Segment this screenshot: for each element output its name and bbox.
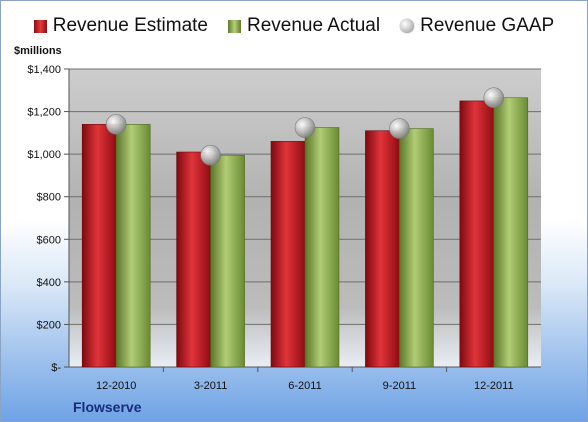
bar-revenue-actual: [493, 97, 529, 368]
y-tick-label: $200: [37, 319, 61, 331]
bar-revenue-actual: [399, 128, 434, 368]
y-tick-label: $1,400: [27, 64, 61, 76]
bar-revenue-estimate: [81, 124, 117, 368]
bar-revenue-actual: [304, 127, 340, 368]
marker-revenue-gaap: [105, 114, 127, 135]
legend-item-actual: Revenue Actual: [228, 15, 380, 37]
x-tick-label: 6-2011: [288, 380, 321, 392]
marker-revenue-gaap: [200, 144, 221, 166]
marker-revenue-gaap: [483, 87, 505, 109]
legend-item-estimate: Revenue Estimate: [33, 15, 208, 37]
legend-label-estimate: Revenue Estimate: [52, 15, 208, 36]
legend-label-actual: Revenue Actual: [247, 15, 381, 36]
bar-revenue-estimate: [365, 130, 400, 368]
y-tick-label: $400: [37, 277, 61, 289]
legend-label-gaap: Revenue GAAP: [420, 15, 555, 36]
x-tick-label: 9-2011: [383, 380, 416, 392]
marker-revenue-gaap: [294, 117, 316, 138]
y-axis-unit-label: $millions: [14, 45, 62, 57]
y-tick-label: $600: [37, 234, 61, 246]
bar-revenue-actual: [210, 154, 245, 368]
y-tick-label: $800: [37, 192, 61, 204]
legend: Revenue Estimate Revenue Actual Revenue …: [1, 15, 587, 37]
bar-revenue-actual: [115, 124, 151, 368]
x-tick-label: 12-2010: [96, 380, 136, 392]
bar-revenue-estimate: [459, 100, 495, 368]
legend-swatch-estimate: [33, 19, 47, 33]
y-tick-label: $-: [51, 362, 61, 374]
legend-item-gaap: Revenue GAAP: [400, 15, 554, 37]
y-tick-label: $1,000: [27, 149, 61, 161]
company-name: Flowserve: [73, 399, 142, 415]
x-tick-label: 3-2011: [194, 380, 227, 392]
legend-swatch-actual: [228, 19, 241, 33]
y-tick-label: $1,200: [27, 107, 61, 119]
bar-revenue-estimate: [176, 151, 211, 368]
marker-revenue-gaap: [389, 118, 410, 139]
x-tick-label: 12-2011: [474, 380, 514, 392]
legend-swatch-gaap: [400, 19, 415, 33]
bar-revenue-estimate: [270, 141, 306, 368]
